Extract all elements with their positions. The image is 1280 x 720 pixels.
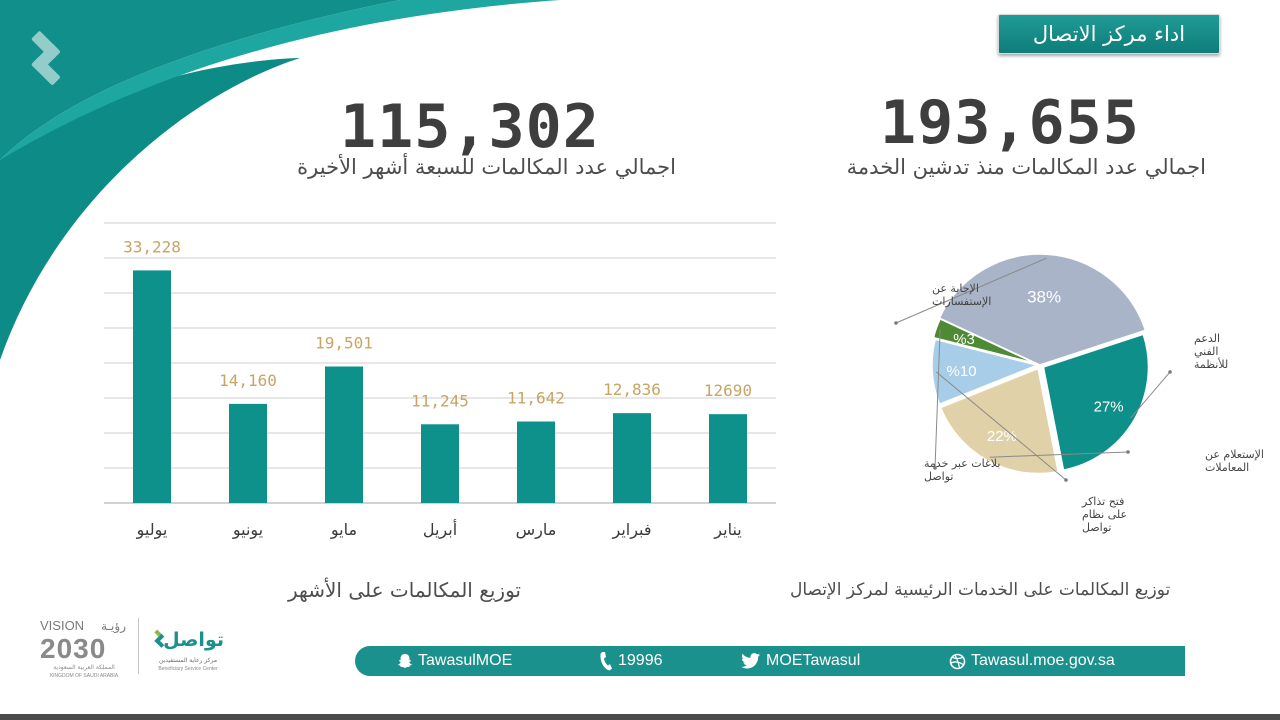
bar-category-label: يناير <box>713 520 741 540</box>
pie-leader-dot <box>933 466 937 470</box>
pie-category-label: بلاغات عبر خدمة تواصل <box>924 457 1000 483</box>
logo-divider <box>138 618 139 674</box>
pie-slice-4 <box>932 317 1036 365</box>
pie-category-label: فتح تذاكر على نظام تواصل <box>1081 495 1127 534</box>
vision-arabic-text: رؤيـة <box>101 619 126 634</box>
footer-website[interactable]: Tawasul.moe.gov.sa <box>949 646 1115 676</box>
bar-chart-caption: توزيع المكالمات على الأشهر <box>288 578 521 602</box>
bar-value-label: 11,245 <box>411 391 469 410</box>
pie-leader-line <box>935 371 1067 481</box>
bar-3 <box>421 424 459 503</box>
pie-leader-line <box>934 329 941 469</box>
bar-2 <box>325 366 363 503</box>
bar-6 <box>709 414 747 503</box>
pie-leader-dot <box>1126 450 1130 454</box>
bar-1 <box>229 403 267 503</box>
bar-value-label: 14,160 <box>219 371 277 390</box>
tawasul-sub-ar-text: مركز رعاية المستفيدين <box>159 657 217 664</box>
pie-slice-2 <box>939 367 1059 475</box>
tawasul-sub-en-text: Beneficiary Service Center <box>158 666 218 672</box>
total-calls-since-launch-label: اجمالي عدد المكالمات منذ تدشين الخدمة <box>846 155 1206 179</box>
vision-year-text: 2030 <box>40 633 106 664</box>
footer-phone[interactable]: 19996 <box>599 646 663 676</box>
total-calls-7-months-label: اجمالي عدد المكالمات للسبعة أشهر الأخيرة <box>297 155 676 179</box>
phone-number: 19996 <box>618 652 663 669</box>
twitter-icon <box>741 653 761 669</box>
website-url: Tawasul.moe.gov.sa <box>971 652 1115 669</box>
phone-icon <box>600 652 612 671</box>
pie-leader-line <box>895 257 1047 324</box>
bar-category-label: أبريل <box>423 519 457 540</box>
footer-snapchat[interactable]: TawasulMOE <box>397 646 512 676</box>
bar-value-label: 19,501 <box>315 333 373 352</box>
vision-2030-logo: VISION رؤيـة 2030 المملكة العربية السعود… <box>40 618 126 679</box>
bar-category-label: يونيو <box>232 520 263 540</box>
dribbble-globe-icon <box>949 653 966 669</box>
pie-percent-label: 22% <box>987 428 1017 445</box>
footer-twitter[interactable]: MOETawasul <box>741 646 860 676</box>
pie-leader-line <box>989 451 1129 458</box>
vision-latin-text: VISION <box>40 618 84 633</box>
tawasul-logo: تواصل مركز رعاية المستفيدين Beneficiary … <box>154 629 224 672</box>
pie-category-label: الإجابة عن الإستفسارات <box>932 282 991 308</box>
pie-leader-dot <box>1064 478 1068 482</box>
snapchat-handle: TawasulMOE <box>418 652 513 669</box>
bar-category-label: يوليو <box>136 520 168 540</box>
pie-slice-1 <box>1042 333 1150 471</box>
bar-value-label: 12,836 <box>603 380 661 399</box>
bar-4 <box>517 421 555 503</box>
tawasul-name-text: تواصل <box>163 629 224 651</box>
bar-value-label: 11,642 <box>507 389 565 408</box>
pie-leader-dot <box>894 321 898 325</box>
bar-5 <box>613 413 651 503</box>
bar-value-label: 12690 <box>704 381 752 400</box>
pie-percent-label: %3 <box>953 331 975 348</box>
pie-leader-line <box>1130 371 1171 419</box>
contact-footer-bar: TawasulMOE 19996 MOETawasul Tawasul.moe.… <box>355 646 1185 676</box>
pie-category-label: الإستعلام عن المعاملات <box>1205 448 1264 474</box>
pie-chart-caption: توزيع المكالمات على الخدمات الرئيسية لمر… <box>790 580 1171 600</box>
bar-value-label: 33,228 <box>123 237 181 256</box>
watermark-logo-icon <box>31 31 60 85</box>
pie-category-label: الدعم الفني للأنظمة <box>1194 332 1228 371</box>
pie-leader-dot <box>1168 370 1172 374</box>
bar-category-label: مايو <box>330 520 357 540</box>
bar-category-label: مارس <box>516 520 557 540</box>
twitter-handle: MOETawasul <box>766 652 861 669</box>
pie-percent-label: 27% <box>1094 398 1124 415</box>
bar-0 <box>133 270 171 503</box>
pie-slice-3 <box>931 338 1040 406</box>
pie-percent-label: 38% <box>1027 287 1061 306</box>
bar-category-label: فبراير <box>611 520 651 540</box>
page-title: اداء مركز الاتصال <box>998 14 1220 54</box>
bottom-border <box>0 714 1280 720</box>
tawasul-mark-icon <box>154 629 165 648</box>
snapchat-icon <box>398 654 412 668</box>
vision-kingdom-ar-text: المملكة العربية السعودية <box>53 664 115 671</box>
pie-percent-label: %10 <box>947 363 977 380</box>
total-calls-since-launch-value: 193,655 <box>880 88 1140 158</box>
total-calls-7-months-value: 115,302 <box>340 92 600 162</box>
vision-kingdom-en-text: KINGDOM OF SAUDI ARABIA <box>50 673 119 679</box>
